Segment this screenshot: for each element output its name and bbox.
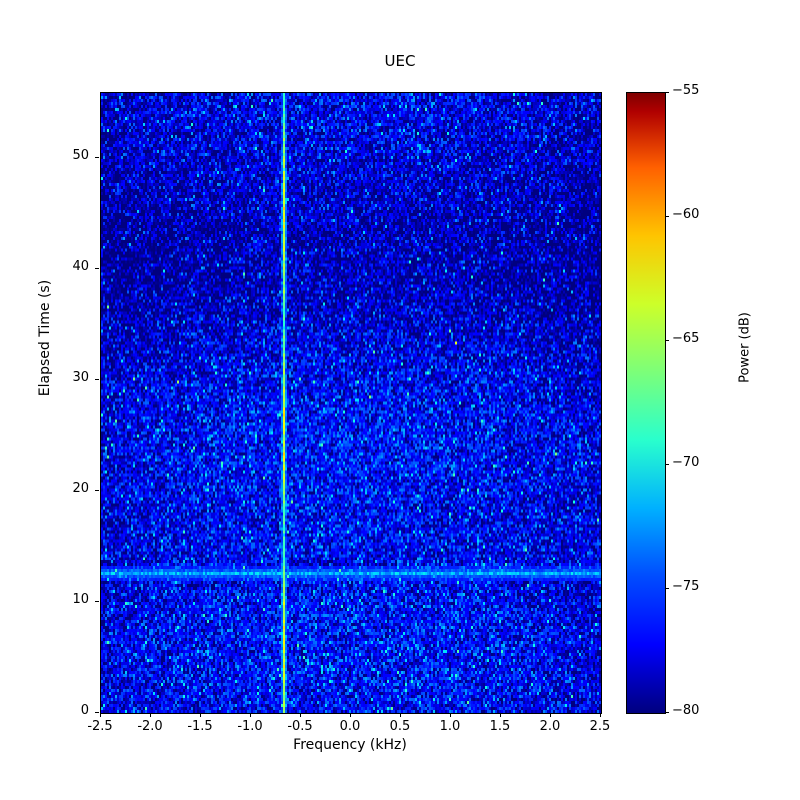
x-tick-label: 2.5 bbox=[589, 719, 611, 734]
colorbar-tick-label: −75 bbox=[672, 579, 700, 594]
x-tick-label: 0.0 bbox=[339, 719, 361, 734]
colorbar-tick-label: −80 bbox=[672, 703, 700, 718]
x-axis-label: Frequency (kHz) bbox=[293, 737, 407, 753]
x-tick-label: 2.0 bbox=[539, 719, 561, 734]
colorbar-tick-mark bbox=[665, 340, 669, 341]
colorbar-tick-label: −60 bbox=[672, 207, 700, 222]
colorbar-tick-label: −55 bbox=[672, 83, 700, 98]
y-tick-mark bbox=[95, 379, 99, 380]
x-tick-label: -1.5 bbox=[187, 719, 213, 734]
x-tick-mark bbox=[400, 713, 401, 717]
y-tick-mark bbox=[95, 601, 99, 602]
colorbar-gradient bbox=[627, 93, 665, 713]
spectrogram-plot-area[interactable] bbox=[100, 92, 602, 714]
colorbar[interactable] bbox=[626, 92, 666, 714]
y-tick-label: 0 bbox=[80, 703, 89, 718]
x-tick-mark bbox=[150, 713, 151, 717]
y-tick-mark bbox=[95, 712, 99, 713]
y-tick-mark bbox=[95, 490, 99, 491]
x-tick-label: -2.5 bbox=[87, 719, 113, 734]
x-tick-mark bbox=[350, 713, 351, 717]
x-tick-mark bbox=[200, 713, 201, 717]
x-tick-label: -1.0 bbox=[237, 719, 263, 734]
colorbar-tick-mark bbox=[665, 216, 669, 217]
colorbar-tick-mark bbox=[665, 712, 669, 713]
y-tick-mark bbox=[95, 157, 99, 158]
x-tick-label: 1.0 bbox=[439, 719, 461, 734]
colorbar-tick-mark bbox=[665, 464, 669, 465]
x-tick-label: 0.5 bbox=[389, 719, 411, 734]
x-tick-mark bbox=[450, 713, 451, 717]
colorbar-label: Power (dB) bbox=[737, 312, 753, 383]
colorbar-tick-mark bbox=[665, 588, 669, 589]
x-tick-mark bbox=[250, 713, 251, 717]
x-tick-mark bbox=[550, 713, 551, 717]
x-tick-label: 1.5 bbox=[489, 719, 511, 734]
y-tick-label: 20 bbox=[72, 481, 89, 496]
x-tick-mark bbox=[500, 713, 501, 717]
x-tick-mark bbox=[100, 713, 101, 717]
y-tick-label: 10 bbox=[72, 592, 89, 607]
y-tick-label: 50 bbox=[72, 148, 89, 163]
colorbar-tick-label: −65 bbox=[672, 331, 700, 346]
spectrogram-heatmap bbox=[101, 93, 601, 713]
y-tick-label: 30 bbox=[72, 370, 89, 385]
y-tick-mark bbox=[95, 268, 99, 269]
x-tick-label: -2.0 bbox=[137, 719, 163, 734]
page-title: UEC bbox=[384, 52, 416, 70]
x-tick-mark bbox=[300, 713, 301, 717]
y-tick-label: 40 bbox=[72, 259, 89, 274]
x-tick-mark bbox=[600, 713, 601, 717]
x-tick-label: -0.5 bbox=[287, 719, 313, 734]
colorbar-tick-label: −70 bbox=[672, 455, 700, 470]
colorbar-tick-mark bbox=[665, 92, 669, 93]
